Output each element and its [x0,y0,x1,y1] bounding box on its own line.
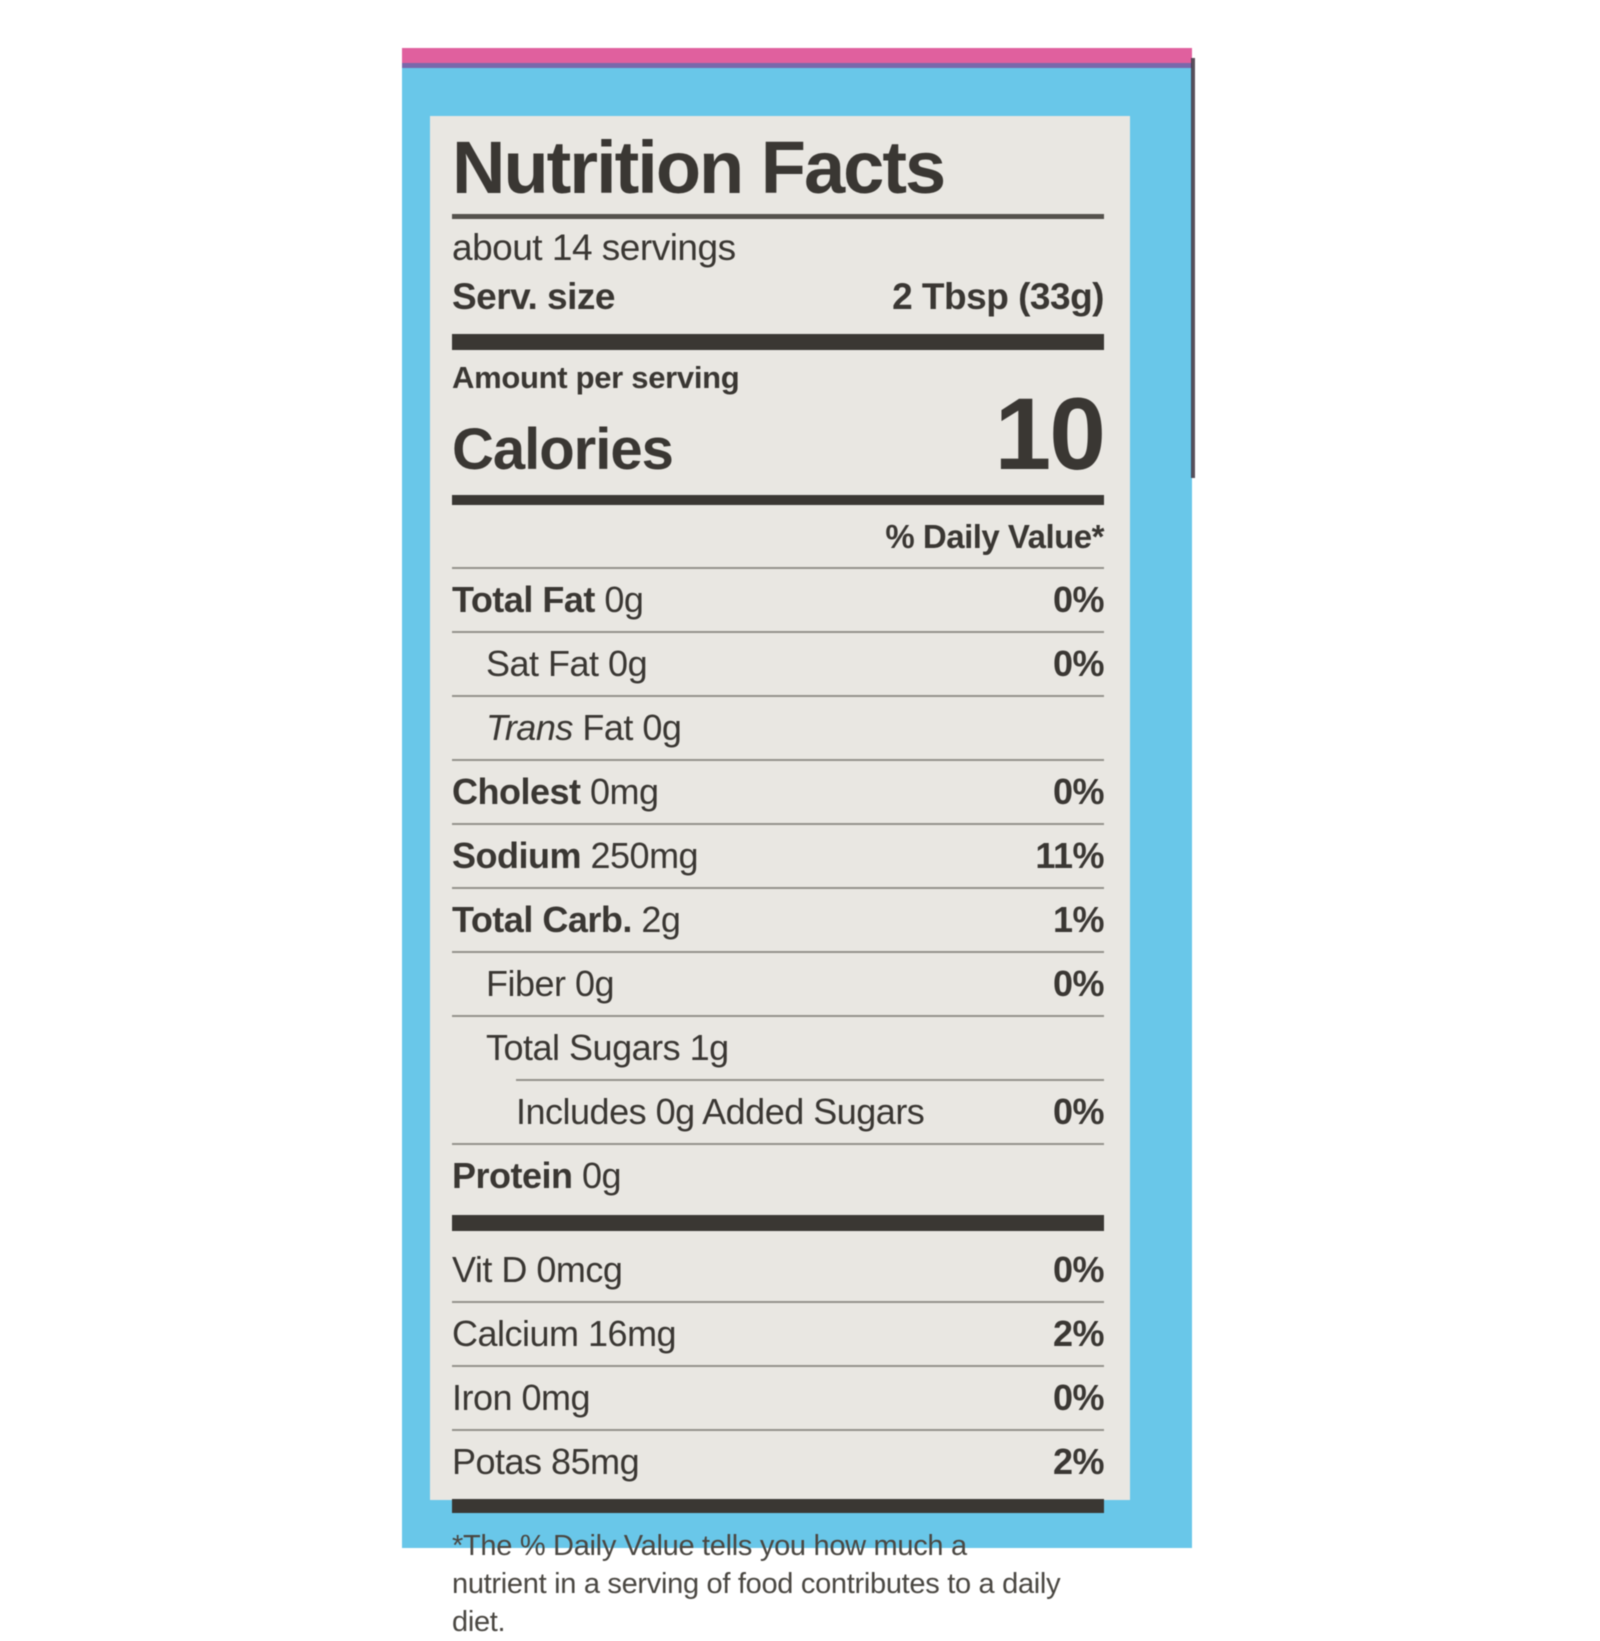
daily-value: 0% [1052,1249,1105,1290]
row-total-fat: Total Fat 0g 0% [452,569,1105,631]
nutrient-name: Vit D 0mcg [452,1249,623,1290]
nutrient-name: Calcium 16mg [452,1313,677,1354]
servings-per-container: about 14 servings [452,227,736,268]
nutrition-facts-label: Nutrition Facts about 14 servings Serv. … [430,116,1130,1638]
nutrient-name: Total Fat 0g [452,579,644,620]
serving-size-value: 2 Tbsp (33g) [892,276,1104,317]
row-total-carb: Total Carb. 2g 1% [452,887,1105,951]
amount-per-serving-label: Amount per serving [452,360,740,395]
daily-value: 0% [1052,963,1105,1004]
package-pink-stripe [402,48,1192,68]
vitamin-rows: Vit D 0mcg 0% Calcium 16mg 2% Iron 0mg 0… [452,1239,1105,1493]
daily-value: 2% [1052,1313,1105,1354]
product-package-photo: Nutrition Facts about 14 servings Serv. … [402,48,1195,1638]
calories-label: Calories [452,417,674,482]
nutrient-name: Iron 0mg [452,1377,591,1418]
nutrient-name: Cholest 0mg [452,771,659,812]
daily-value: 11% [1035,835,1104,876]
row-calcium: Calcium 16mg 2% [452,1301,1105,1365]
daily-value: 0% [1052,771,1105,812]
nutrition-facts-title: Nutrition Facts [452,126,946,209]
daily-value: 0% [1052,1091,1105,1132]
nutrient-name: Sat Fat 0g [486,643,648,684]
thick-divider-bottom [452,1499,1104,1513]
row-vitamin-d: Vit D 0mcg 0% [452,1239,1105,1301]
daily-value: 0% [1052,643,1105,684]
row-sodium: Sodium 250mg 11% [452,823,1104,887]
nutrient-rows: Total Fat 0g 0% Sat Fat 0g 0% Trans Fat … [452,567,1105,1207]
row-added-sugars: Includes 0g Added Sugars 0% [516,1079,1105,1143]
nutrient-name: Trans Fat 0g [486,707,682,748]
daily-value-header: % Daily Value* [885,518,1104,555]
nutrient-name: Total Sugars 1g [486,1027,729,1068]
row-iron: Iron 0mg 0% [452,1365,1105,1429]
nutrient-name: Sodium 250mg [452,835,699,876]
daily-value: 0% [1052,579,1105,620]
row-trans-fat: Trans Fat 0g [452,695,1104,759]
daily-value-footnote: *The % Daily Value tells you how much a … [452,1530,1061,1638]
calories-value: 10 [994,377,1106,491]
package-edge-shadow [1191,58,1195,478]
row-cholesterol: Cholest 0mg 0% [452,759,1105,823]
nutrient-name: Includes 0g Added Sugars [516,1091,925,1132]
nutrient-name: Potas 85mg [452,1441,640,1482]
serving-size-label: Serv. size [452,276,615,317]
row-protein: Protein 0g [452,1143,1104,1207]
daily-value: 0% [1052,1377,1105,1418]
row-fiber: Fiber 0g 0% [452,951,1105,1015]
row-potassium: Potas 85mg 2% [452,1429,1105,1493]
title-rule [452,214,1104,219]
row-sat-fat: Sat Fat 0g 0% [452,631,1105,695]
daily-value: 1% [1052,899,1105,940]
page-background: { "colors": { "pink": "#e0609e", "purple… [402,48,1195,1638]
thick-divider-vitamins [452,1215,1104,1231]
medium-divider [452,495,1104,505]
thick-divider-top [452,334,1104,350]
nutrient-name: Protein 0g [452,1155,622,1196]
nutrient-name: Fiber 0g [486,963,615,1004]
daily-value: 2% [1052,1441,1105,1482]
row-total-sugars: Total Sugars 1g [452,1015,1104,1079]
nutrient-name: Total Carb. 2g [452,899,681,940]
calories-row: Calories 10 [452,377,1106,491]
serving-size-row: Serv. size 2 Tbsp (33g) [452,271,1104,326]
